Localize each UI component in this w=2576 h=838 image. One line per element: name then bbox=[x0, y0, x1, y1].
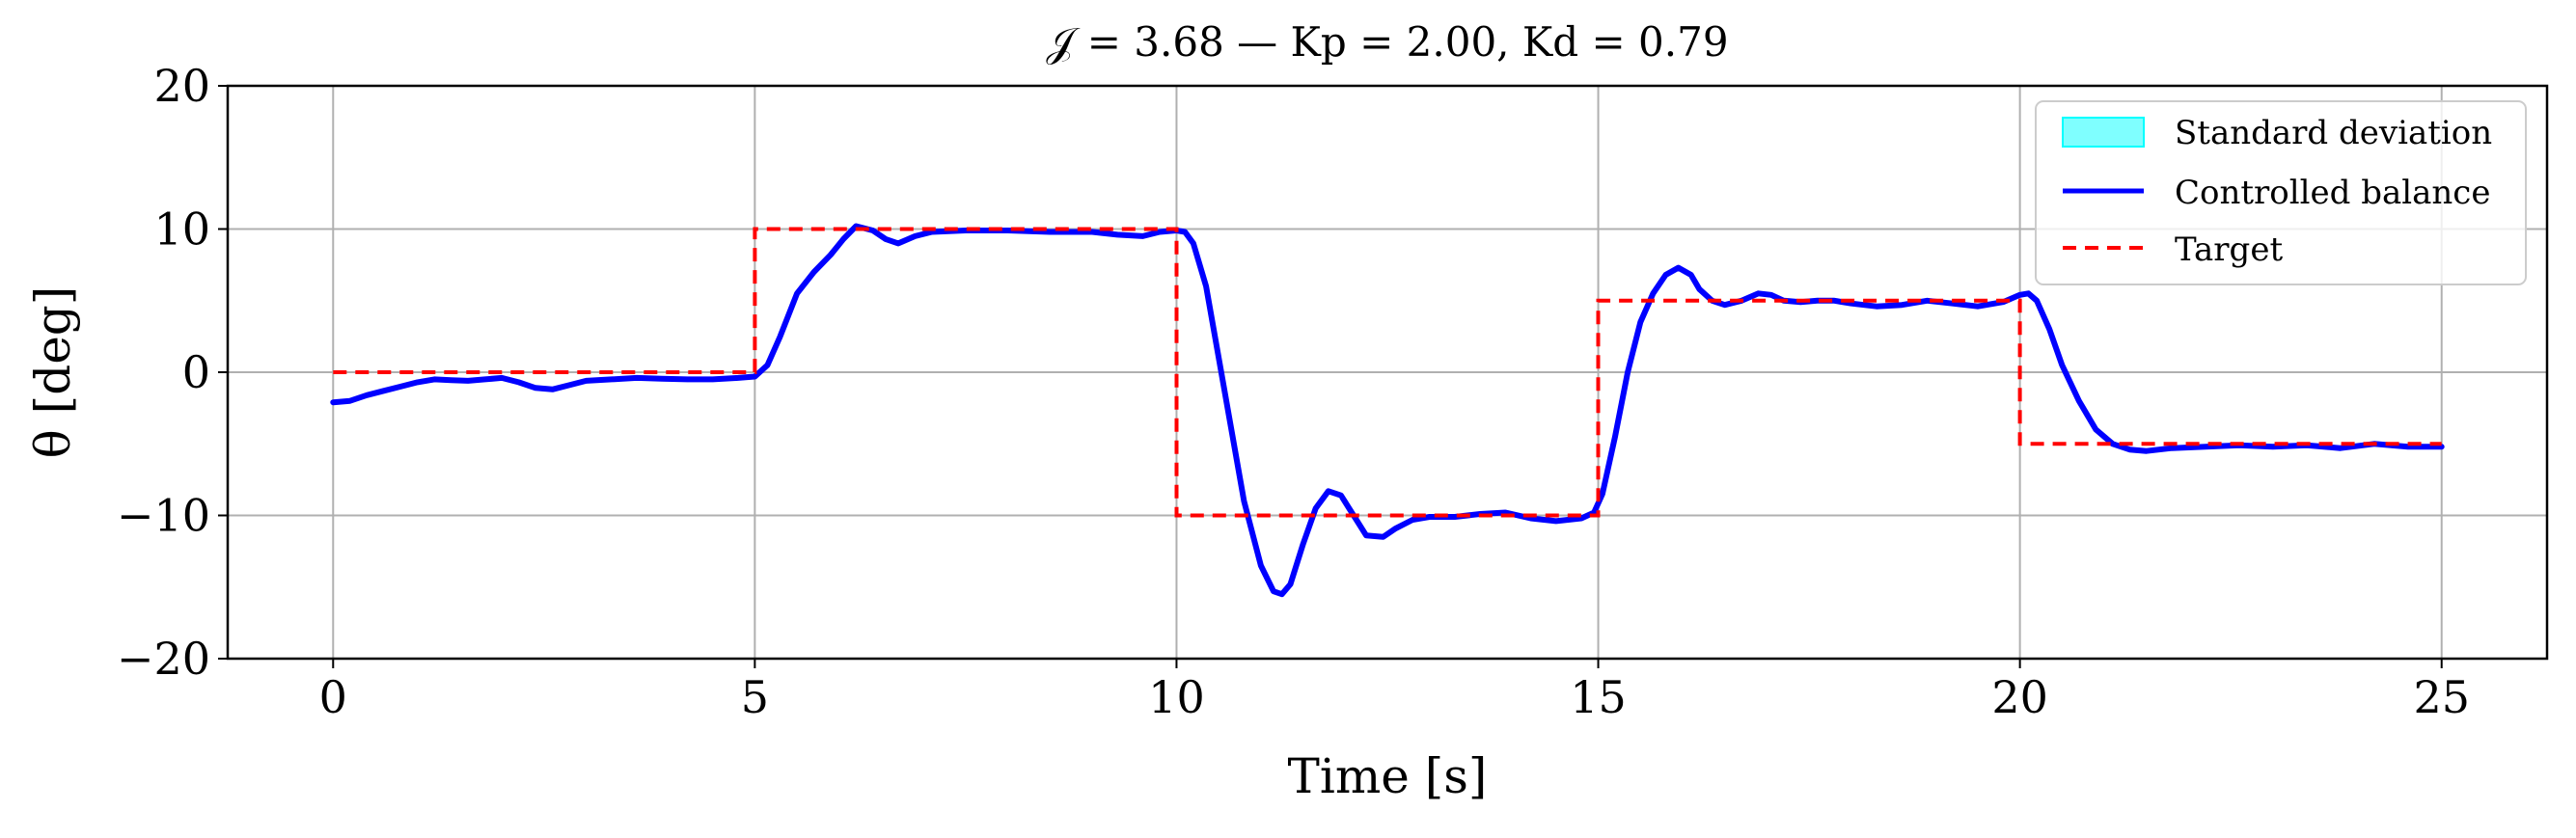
x-tick-label: 10 bbox=[1148, 671, 1205, 723]
series-line-target bbox=[333, 227, 2442, 518]
y-axis-label: θ [deg] bbox=[25, 286, 81, 459]
y-tick-label: −20 bbox=[117, 633, 210, 685]
x-tick-label: 0 bbox=[319, 671, 347, 723]
legend-label-target: Target bbox=[2175, 230, 2283, 269]
legend: Standard deviation Controlled balance Ta… bbox=[2035, 100, 2527, 285]
series-layer bbox=[330, 223, 2445, 598]
legend-swatch-standard-deviation bbox=[2062, 117, 2145, 148]
chart-title: 𝒥 = 3.68 — Kp = 2.00, Kd = 0.79 bbox=[1046, 18, 1728, 66]
y-tick-label: 10 bbox=[153, 203, 210, 256]
y-tick-label: 0 bbox=[182, 346, 210, 398]
x-tick-label: 20 bbox=[1991, 671, 2048, 723]
y-tick-label: 20 bbox=[153, 60, 210, 112]
legend-label-controlled-balance: Controlled balance bbox=[2175, 174, 2490, 212]
x-axis-label: Time [s] bbox=[1288, 748, 1488, 804]
x-tick-label: 5 bbox=[741, 671, 769, 723]
x-tick-label: 15 bbox=[1570, 671, 1627, 723]
legend-box bbox=[2035, 100, 2527, 285]
axis-ticks: 0 5 10 15 20 25 −20 −10 0 10 20 bbox=[117, 60, 2470, 723]
x-tick-label: 25 bbox=[2413, 671, 2470, 723]
legend-label-standard-deviation: Standard deviation bbox=[2175, 114, 2492, 152]
y-tick-label: −10 bbox=[117, 490, 210, 542]
